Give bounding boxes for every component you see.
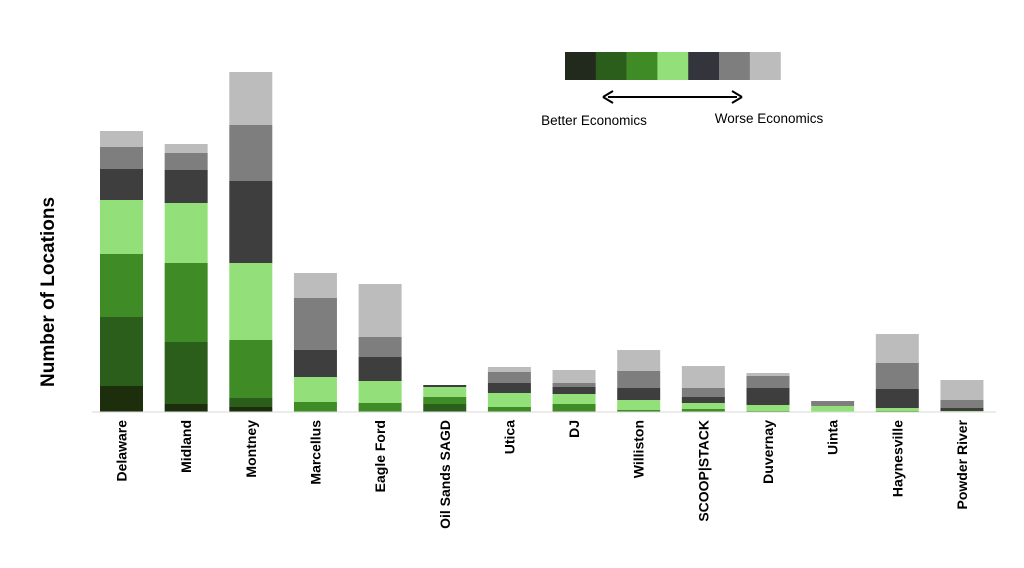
category-label: Duvernay: [760, 420, 776, 484]
bar-segment-tier7: [875, 334, 919, 363]
bar-segment-tier6: [681, 388, 725, 397]
category-labels: Delaware Midland Montney Marcellus Eagle For…: [114, 419, 970, 528]
bar-segment-tier4: [811, 406, 855, 412]
bar-segment-tier1: [229, 407, 273, 412]
bar-segment-tier4: [552, 394, 596, 404]
bar-segment-tier4: [100, 200, 143, 254]
bar-segment-tier3: [487, 407, 531, 412]
legend-swatch: [657, 52, 689, 80]
bar-segment-tier6: [940, 400, 984, 408]
bar-segment-tier6: [552, 383, 596, 387]
legend-worse-label: Worse Economics: [715, 111, 824, 126]
category-label: Midland: [178, 420, 194, 473]
bar-segment-tier5: [681, 397, 725, 403]
category-label: SCOOP|STACK: [695, 420, 711, 522]
bar-segment-tier6: [746, 376, 790, 388]
bar-segment-tier5: [552, 387, 596, 394]
bar-segment-tier3: [100, 254, 143, 317]
legend-swatch: [595, 52, 627, 80]
bar-segment-tier4: [617, 400, 661, 410]
legend-better-label: Better Economics: [541, 113, 647, 128]
category-label: Williston: [631, 420, 647, 478]
bar-segment-tier7: [746, 373, 790, 376]
legend-swatch: [749, 52, 781, 80]
bar-segment-tier5: [940, 408, 984, 411]
bar-segment-tier3: [229, 340, 273, 398]
legend-swatch: [688, 52, 720, 80]
bar-segment-tier5: [293, 350, 337, 377]
bar-segment-tier5: [875, 389, 919, 408]
category-label: Delaware: [114, 420, 130, 482]
bars: [100, 72, 984, 412]
bar-segment-tier7: [940, 380, 984, 400]
bar-segment-tier7: [229, 72, 273, 125]
bar-segment-tier6: [229, 125, 273, 181]
bar-segment-tier7: [681, 366, 725, 388]
category-label: DJ: [566, 420, 582, 438]
bar-segment-tier1: [164, 404, 208, 412]
bar-segment-tier2: [229, 398, 273, 407]
bar-segment-tier4: [293, 377, 337, 402]
bar-segment-tier1: [100, 386, 143, 412]
category-label: Uinta: [825, 420, 841, 455]
bar-segment-tier6: [875, 363, 919, 389]
bar-segment-tier4: [746, 405, 790, 411]
y-axis-label: Number of Locations: [38, 197, 59, 387]
bar-segment-tier7: [358, 284, 402, 337]
bar-segment-tier4: [164, 203, 208, 263]
bar-segment-tier5: [746, 388, 790, 405]
bar-segment-tier5: [423, 385, 467, 387]
category-label: Haynesville: [889, 420, 905, 497]
bar-segment-tier4: [681, 403, 725, 409]
bar-segment-tier6: [617, 371, 661, 388]
legend-swatch: [565, 52, 596, 80]
bar-segment-tier7: [293, 273, 337, 298]
double-arrow-icon: [602, 90, 743, 104]
bar-segment-tier3: [423, 397, 467, 404]
bar-segment-tier6: [164, 153, 208, 170]
legend-swatch: [626, 52, 658, 80]
bar-segment-tier7: [552, 370, 596, 383]
category-label: Oil Sands SAGD: [437, 420, 453, 529]
bar-segment-tier7: [487, 367, 531, 372]
bar-segment-tier6: [100, 147, 143, 169]
bar-segment-tier3: [617, 410, 661, 412]
bar-segment-tier3: [681, 409, 725, 412]
category-label: Powder River: [954, 419, 970, 509]
bar-segment-tier6: [293, 298, 337, 350]
bar-segment-tier2: [100, 317, 143, 386]
bar-segment-tier4: [423, 387, 467, 397]
bar-segment-tier4: [229, 263, 273, 340]
bar-segment-tier4: [358, 381, 402, 403]
legend: Better Economics Worse Economics: [541, 52, 824, 128]
bar-segment-tier3: [552, 404, 596, 412]
bar-segment-tier4: [487, 393, 531, 407]
legend-swatch: [719, 52, 750, 80]
bar-segment-tier6: [487, 372, 531, 383]
bar-segment-tier7: [164, 144, 208, 153]
category-label: Montney: [243, 420, 259, 478]
bar-segment-tier4: [875, 408, 919, 411]
bar-segment-tier5: [100, 169, 143, 200]
bar-segment-tier5: [164, 170, 208, 203]
bar-segment-tier3: [293, 402, 337, 412]
bar-segment-tier6: [811, 401, 855, 406]
bar-segment-tier3: [358, 403, 402, 412]
bar-segment-tier5: [358, 357, 402, 381]
bar-segment-tier7: [100, 131, 143, 147]
bar-segment-tier2: [164, 342, 208, 404]
category-label: Eagle Ford: [372, 420, 388, 492]
category-label: Marcellus: [307, 420, 323, 485]
bar-segment-tier5: [229, 181, 273, 263]
bar-segment-tier7: [617, 350, 661, 371]
bar-segment-tier5: [487, 383, 531, 393]
bar-segment-tier6: [358, 337, 402, 357]
bar-segment-tier2: [423, 404, 467, 412]
bar-segment-tier3: [164, 263, 208, 342]
category-label: Utica: [501, 420, 517, 454]
bar-segment-tier5: [617, 388, 661, 400]
